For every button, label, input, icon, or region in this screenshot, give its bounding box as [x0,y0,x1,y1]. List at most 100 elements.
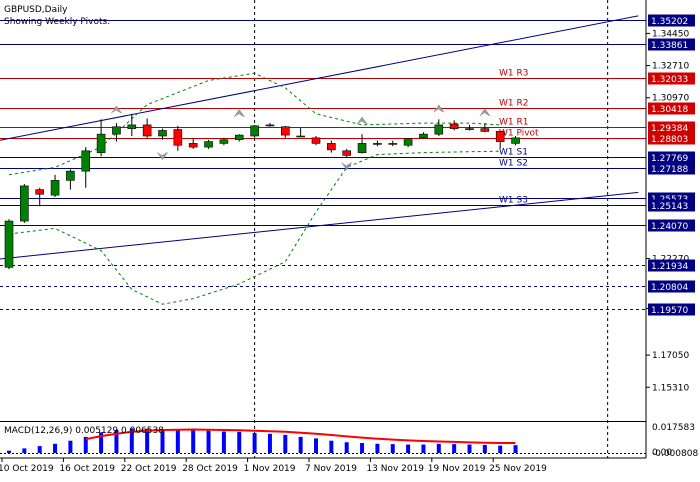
macd-histogram-bar [7,450,11,453]
bear-candle [280,126,290,136]
macd-histogram-bar [436,443,441,453]
bear-candle [495,131,505,142]
macd-histogram-bar [191,430,196,453]
macd-histogram-bar [145,428,150,453]
macd-histogram-bar [283,434,288,453]
macd-histogram-bar [267,433,272,453]
price-tag [648,303,695,316]
time-axis-label: 7 Nov 2019 [305,464,357,474]
time-axis-label: 1 Nov 2019 [244,464,296,474]
pivot-label: W1 R1 [499,118,528,128]
bull-candle [403,138,413,146]
bull-candle [20,185,29,222]
price-tag [648,121,695,134]
macd-histogram-bar [390,444,395,453]
bear-candle [311,137,321,144]
bear-candle [342,150,352,156]
price-tag [648,14,695,27]
macd-histogram-bar [513,445,518,453]
bull-candle [419,133,428,139]
macd-histogram-bar [175,429,180,453]
time-axis-label: 16 Oct 2019 [59,464,115,474]
bull-candle [373,143,382,145]
macd-histogram-bar [206,430,211,453]
macd-histogram-bar [314,438,318,453]
macd-histogram-bar [114,429,119,453]
macd-histogram-bar [344,442,349,453]
bear-candle [265,124,275,127]
pivot-label: W1 S2 [499,159,528,169]
bear-candle [465,128,474,130]
price-tag-label: 1.19570 [651,306,688,316]
price-scale-label: 1.17050 [652,351,689,361]
price-tag [648,162,695,175]
price-scale-label: 1.30970 [652,94,689,104]
price-tag [648,102,695,115]
macd-scale-zero: 0.00 [652,448,672,458]
price-tag [648,219,695,232]
time-axis-label: 13 Nov 2019 [366,464,424,474]
price-tag-label: 1.32033 [651,75,688,85]
price-tag-label: 1.20804 [651,283,688,293]
macd-histogram-bar [467,444,472,453]
fractal-up-icon [234,109,245,118]
pivot-label: W1 S3 [499,196,528,206]
time-axis-label: 25 Nov 2019 [489,464,547,474]
trend-channel-line [0,15,639,141]
price-tag [648,199,695,212]
price-tag-label: 1.25143 [651,202,688,212]
price-tag-label: 1.27188 [651,165,688,175]
bull-candle [81,150,91,172]
macd-scale-bottom: -0.000808 [652,449,698,459]
bull-candle [50,180,60,196]
bull-candle [158,130,167,137]
bull-candle [234,134,244,141]
fractal-up-icon [433,104,445,113]
price-tag-label: 1.29384 [651,124,688,134]
macd-histogram-bar [68,440,73,453]
macd-histogram-bar [129,428,134,453]
price-tag-label: 1.27769 [651,154,688,164]
bull-candle [96,133,106,153]
pivot-label: W1 R3 [499,69,528,79]
bull-candle [112,126,121,135]
price-tag-label: 1.21934 [651,262,688,272]
bear-candle [142,124,152,137]
price-tag-label: 1.35202 [651,17,688,27]
macd-histogram-bar [498,445,503,453]
macd-histogram-bar [37,446,42,453]
price-tag [648,259,695,272]
pivot-label: W1 S1 [499,148,528,158]
time-axis-label: 10 Oct 2019 [0,464,54,474]
macd-histogram-bar [482,444,487,453]
macd-histogram-bar [22,448,27,453]
macd-histogram-bar [221,431,226,453]
price-tag [648,280,695,293]
price-tag-label: 1.24070 [651,222,688,232]
bear-candle [188,143,198,148]
bear-candle [449,123,459,129]
bull-candle [4,220,14,268]
bull-candle [357,143,367,153]
bear-candle [173,129,183,146]
macd-histogram-bar [252,433,257,453]
bull-candle [434,124,444,135]
bear-candle [388,143,398,145]
fractal-down-icon [157,152,168,160]
bull-candle [204,141,213,148]
price-tag [648,72,695,85]
pivot-label: W1 R2 [499,99,528,109]
macd-scale-top: 0.017583 [652,423,695,433]
macd-histogram-bar [360,443,365,453]
macd-histogram-bar [298,436,303,453]
bull-candle [511,137,520,144]
trend-channel-line [0,191,639,260]
price-tag-label: 1.28803 [651,135,688,145]
price-scale-label: 1.15310 [652,383,689,393]
fractal-up-icon [356,116,368,125]
macd-histogram-bar [375,443,380,453]
macd-histogram-bar [406,444,411,453]
bear-candle [327,143,336,151]
